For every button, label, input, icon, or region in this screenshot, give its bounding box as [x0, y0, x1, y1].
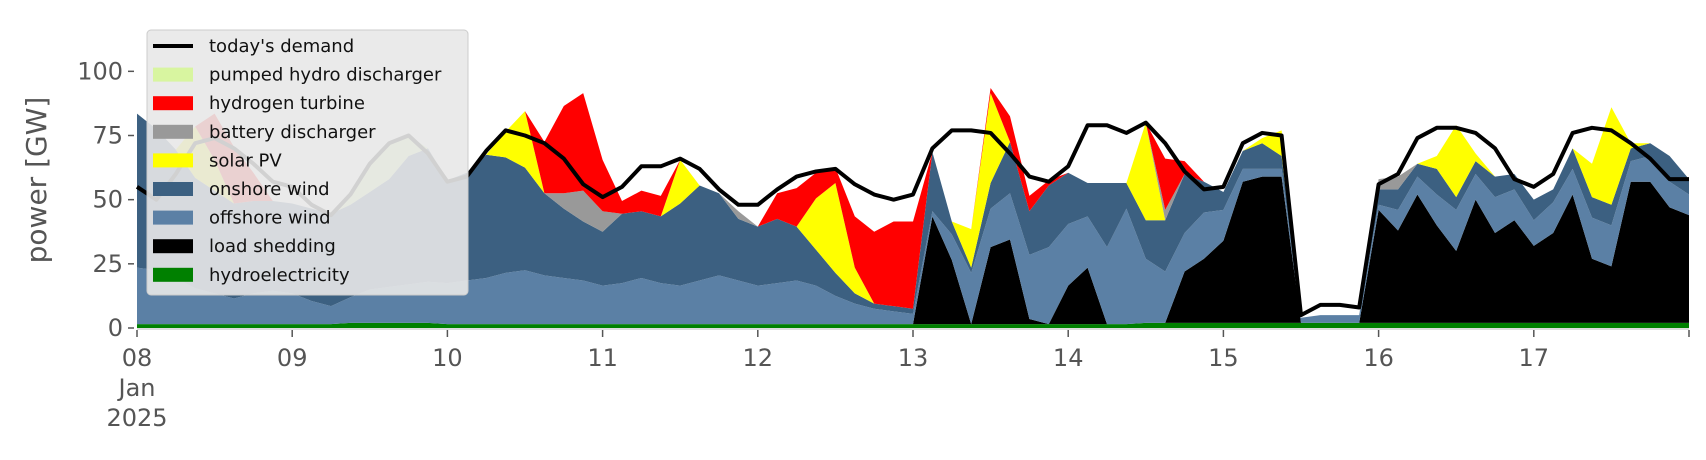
legend-label-battery-discharger: battery discharger — [209, 122, 376, 143]
legend-swatch-pumped-hydro-discharger — [153, 67, 193, 82]
area-solar-pv — [137, 93, 1689, 318]
x-tick-label: 16 — [1363, 344, 1394, 372]
legend-swatch-battery-discharger — [153, 124, 193, 139]
legend-label-hydroelectricity: hydroelectricity — [209, 265, 350, 286]
axes — [137, 328, 1689, 330]
legend-swatch-solar-pv — [153, 153, 193, 168]
legend-label-pumped-hydro-discharger: pumped hydro discharger — [209, 65, 442, 86]
legend-label-today-s-demand: today's demand — [209, 36, 354, 57]
x-tick-label: 12 — [743, 344, 774, 372]
y-tick-label: 100 — [77, 57, 123, 85]
x-tick-label: 08 — [122, 344, 153, 372]
legend-label-hydrogen-turbine: hydrogen turbine — [209, 93, 365, 114]
legend-swatch-offshore-wind — [153, 210, 193, 225]
y-tick-label: 75 — [92, 122, 123, 150]
x-tick-label: 10 — [432, 344, 463, 372]
x-tick-label: Jan — [117, 374, 156, 402]
legend-swatch-load-shedding — [153, 239, 193, 254]
legend-label-solar-pv: solar PV — [209, 150, 282, 171]
stacked-areas — [137, 88, 1689, 328]
x-tick-label: 15 — [1208, 344, 1239, 372]
y-tick-label: 50 — [92, 186, 123, 214]
x-tick-label: 14 — [1053, 344, 1084, 372]
legend-label-onshore-wind: onshore wind — [209, 179, 330, 200]
y-tick-label: 0 — [108, 314, 123, 342]
y-ticks: 0 25 50 75 100 — [77, 57, 134, 342]
legend-label-offshore-wind: offshore wind — [209, 208, 331, 229]
legend-swatch-onshore-wind — [153, 182, 193, 196]
x-tick-label: 17 — [1519, 344, 1550, 372]
legend-box — [146, 29, 469, 296]
area-offshore-wind — [137, 156, 1689, 325]
y-axis-label: power [GW] — [20, 97, 53, 264]
area-hydrogen-turbine — [137, 88, 1689, 318]
x-tick-label: 13 — [898, 344, 929, 372]
area-onshore-wind — [137, 113, 1689, 318]
legend-swatch-hydrogen-turbine — [153, 96, 193, 111]
x-tick-label: 2025 — [106, 404, 167, 432]
y-tick-label: 25 — [92, 250, 123, 278]
legend-label-load-shedding: load shedding — [209, 236, 336, 257]
area-load-shedding — [137, 176, 1689, 325]
legend: today's demand pumped hydro discharger hyd… — [146, 29, 469, 296]
x-tick-label: 11 — [587, 344, 618, 372]
x-tick-label: 09 — [277, 344, 308, 372]
legend-swatch-hydroelectricity — [153, 267, 193, 282]
